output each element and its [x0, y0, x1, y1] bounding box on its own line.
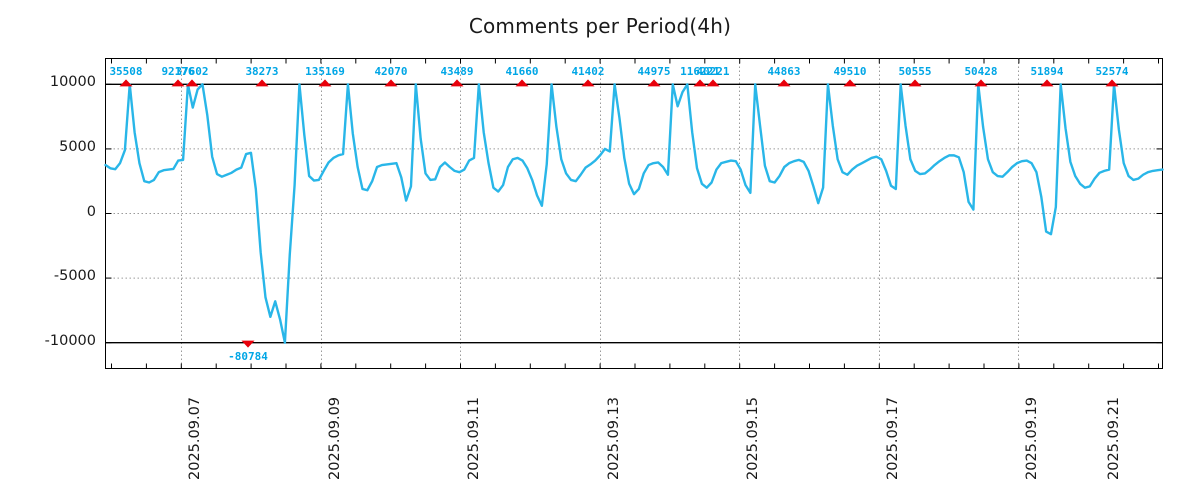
peak-marker [318, 79, 332, 87]
peak-value-label: 38273 [245, 65, 279, 79]
y-axis-tick-label: 5000 [59, 138, 96, 155]
peak-marker [171, 79, 185, 87]
peak-value-label: 135169 [305, 65, 345, 79]
peak-marker [908, 79, 922, 87]
peak-marker [581, 79, 595, 87]
peak-value-label: 41402 [571, 65, 605, 79]
peak-value-label: 44863 [767, 65, 801, 79]
min-value-label: -80784 [228, 349, 268, 363]
x-axis-tick-label: 2025.09.17 [885, 396, 901, 480]
peak-marker [185, 79, 199, 87]
peak-marker [450, 79, 464, 87]
x-axis-tick-label: 2025.09.07 [187, 396, 203, 480]
x-axis-tick-label: 2025.09.19 [1024, 396, 1040, 480]
peak-marker [515, 79, 529, 87]
peak-value-label: 49510 [833, 65, 867, 79]
peak-marker [777, 79, 791, 87]
peak-value-label: 50428 [964, 65, 998, 79]
peak-marker [843, 79, 857, 87]
peak-markers [119, 79, 1119, 348]
peak-value-label: 92176 [161, 65, 195, 79]
y-axis-tick-label: 0 [86, 203, 96, 220]
peak-value-label: 52574 [1095, 65, 1129, 79]
peak-marker [693, 79, 707, 87]
peak-value-label: 35508 [109, 65, 143, 79]
y-axis-tick-label: 10000 [49, 74, 96, 91]
x-axis-tick-label: 2025.09.15 [745, 396, 761, 480]
page-title: Comments per Period(4h) [468, 14, 732, 38]
x-axis-tick-label: 2025.09.13 [606, 396, 622, 480]
peak-value-label: 40221 [696, 65, 730, 79]
data-series-line [104, 83, 1164, 344]
peak-marker [119, 79, 133, 87]
peak-marker [974, 79, 988, 87]
min-marker [241, 340, 255, 348]
x-axis-tick-label: 2025.09.11 [466, 396, 482, 480]
peak-marker [384, 79, 398, 87]
axis-ticks [105, 58, 1163, 369]
x-axis-tick-label: 2025.09.09 [327, 396, 343, 480]
peak-value-label: 51894 [1030, 65, 1064, 79]
peak-value-label: 44975 [637, 65, 671, 79]
x-axis-tick-label: 2025.09.21 [1106, 396, 1122, 480]
peak-marker [255, 79, 269, 87]
peak-value-label: 43489 [440, 65, 474, 79]
peak-marker [1040, 79, 1054, 87]
peak-value-label: 37602 [175, 65, 209, 79]
peak-value-label: 42070 [374, 65, 408, 79]
peak-value-label: 116221 [680, 65, 720, 79]
y-axis-tick-label: -5000 [53, 268, 96, 285]
clip-lines [105, 83, 1163, 344]
y-axis-tick-label: -10000 [44, 332, 96, 349]
peak-marker [1105, 79, 1119, 87]
peak-marker [647, 79, 661, 87]
peak-marker [706, 79, 720, 87]
peak-value-label: 50555 [898, 65, 932, 79]
peak-value-label: 41660 [505, 65, 539, 79]
